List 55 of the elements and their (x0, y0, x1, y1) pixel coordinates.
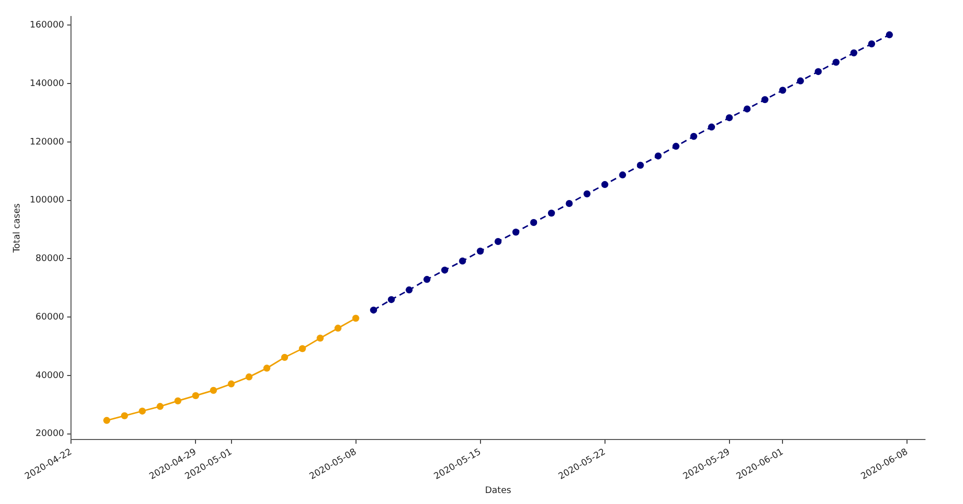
point (138, 408, 146, 415)
point (868, 40, 876, 48)
y-tick-label: 120000 (30, 137, 64, 148)
point (654, 152, 662, 160)
point (566, 200, 573, 208)
point (744, 105, 751, 112)
y-tick-label: 20000 (36, 429, 64, 440)
x-axis-title: Dates (484, 486, 512, 496)
point (406, 286, 413, 294)
point (174, 397, 182, 404)
point (779, 86, 786, 94)
point (494, 238, 502, 245)
point (334, 324, 342, 332)
point (476, 248, 484, 255)
point (210, 386, 217, 394)
y-tick-label: 60000 (36, 312, 64, 322)
y-tick-label: 40000 (36, 370, 64, 381)
point (423, 276, 430, 283)
point (619, 171, 626, 178)
point (601, 181, 608, 188)
point (316, 334, 324, 342)
point (530, 219, 538, 226)
point (708, 124, 716, 131)
y-tick-label: 80000 (36, 254, 64, 264)
point (352, 314, 360, 322)
y-tick-label: 140000 (30, 78, 64, 89)
point (512, 228, 520, 236)
point (281, 354, 288, 361)
point (298, 345, 306, 352)
point (192, 392, 200, 400)
point (850, 49, 858, 56)
point (228, 380, 235, 388)
point (796, 77, 804, 84)
point (761, 96, 768, 104)
point (459, 258, 466, 265)
point (726, 114, 733, 122)
point (121, 412, 128, 420)
point (672, 142, 680, 150)
y-axis-title: Total cases (12, 203, 23, 254)
point (156, 402, 164, 410)
point (584, 190, 591, 198)
point (814, 68, 822, 76)
point (263, 364, 270, 372)
point (441, 266, 448, 274)
point (636, 162, 644, 169)
point (548, 210, 555, 217)
point (690, 132, 698, 140)
point (103, 416, 110, 424)
point (370, 306, 378, 314)
point (246, 373, 253, 380)
point (832, 58, 840, 66)
point (886, 31, 893, 38)
point (388, 296, 395, 304)
y-tick-label: 160000 (30, 20, 64, 30)
y-tick-label: 100000 (30, 196, 64, 206)
